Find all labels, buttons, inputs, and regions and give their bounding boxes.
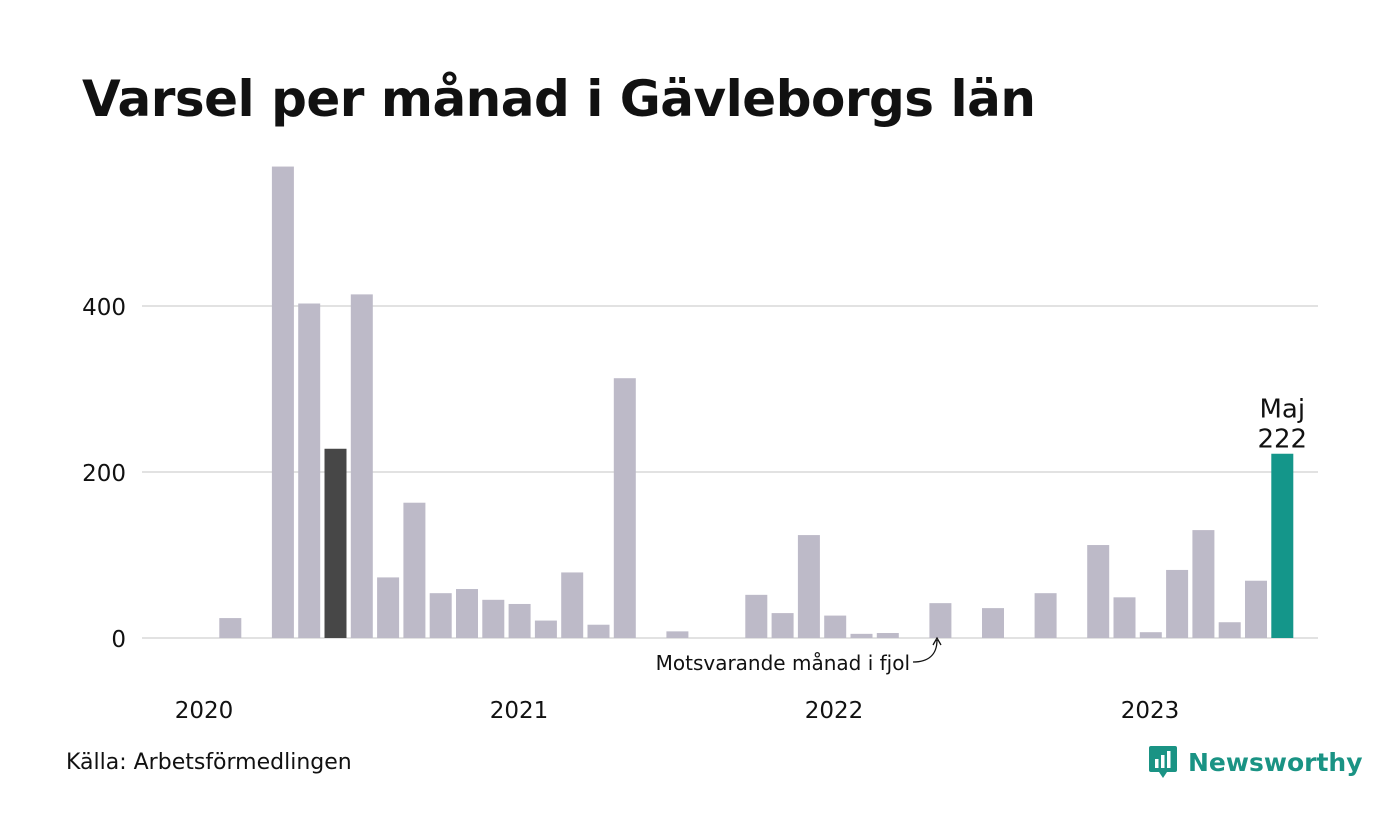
bar <box>982 608 1004 638</box>
bar <box>587 624 610 638</box>
bar <box>429 593 452 638</box>
bar-current <box>1271 453 1294 638</box>
bar <box>1218 622 1241 638</box>
x-axis-year-labels: 2020 2021 2022 2023 <box>175 698 1180 724</box>
bar <box>745 594 768 638</box>
bar <box>508 603 531 638</box>
bar <box>929 603 952 638</box>
prev-year-annotation: Motsvarande månad i fjol <box>656 651 910 675</box>
bar <box>1192 530 1215 638</box>
bar <box>1166 569 1189 638</box>
bar <box>482 599 505 638</box>
x-year-label: 2022 <box>805 698 864 724</box>
newsworthy-logo: Newsworthy <box>1148 744 1363 780</box>
x-year-label: 2023 <box>1121 698 1180 724</box>
logo-text: Newsworthy <box>1188 747 1363 777</box>
bar <box>824 615 847 638</box>
bar <box>219 618 242 638</box>
bar <box>1245 580 1267 638</box>
bars <box>219 166 1294 638</box>
y-axis-ticks: 0 200 400 <box>82 295 126 653</box>
newsworthy-bar-chart-icon <box>1149 746 1177 778</box>
bar <box>1139 632 1162 638</box>
y-tick-label: 200 <box>82 461 126 487</box>
source-label: Källa: Arbetsförmedlingen <box>66 750 352 775</box>
bar <box>377 577 400 638</box>
bar <box>1113 597 1136 638</box>
current-month-label: Maj <box>1260 395 1306 425</box>
bar <box>876 633 899 638</box>
bar <box>561 572 584 638</box>
chart-title: Varsel per månad i Gävleborgs län <box>82 70 1036 128</box>
bar <box>456 589 478 638</box>
y-tick-label: 400 <box>82 295 126 321</box>
bar <box>534 620 557 638</box>
bar <box>271 166 294 638</box>
bar <box>1087 545 1110 638</box>
bar <box>298 303 321 638</box>
y-tick-label: 0 <box>111 627 126 653</box>
current-value-label: 222 <box>1257 425 1307 455</box>
bar <box>771 613 794 638</box>
bar <box>613 378 636 638</box>
bar-prev-year <box>324 448 347 638</box>
annotations: Maj 222 Motsvarande månad i fjol <box>656 395 1308 675</box>
x-year-label: 2020 <box>175 698 234 724</box>
bar <box>850 633 873 638</box>
bar <box>350 294 373 638</box>
prev-year-arrow-icon <box>912 636 942 663</box>
bar <box>666 631 689 638</box>
bar <box>797 535 820 638</box>
bar <box>1034 593 1057 638</box>
bar <box>403 502 426 638</box>
x-year-label: 2021 <box>490 698 549 724</box>
